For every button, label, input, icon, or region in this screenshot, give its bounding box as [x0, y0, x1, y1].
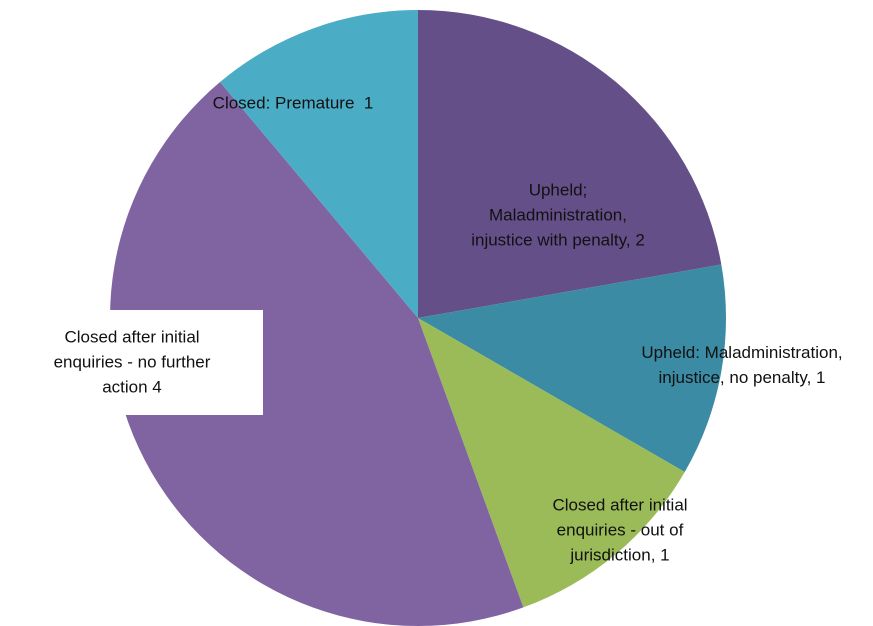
pie-slice: [418, 264, 726, 472]
pie-slice: [220, 10, 418, 318]
slice-label: Upheld: Maladministration, injustice, no…: [641, 343, 848, 387]
slice-label: Closed after initial enquiries - no furt…: [53, 327, 216, 397]
slice-label: Upheld; Maladministration, injustice wit…: [471, 180, 645, 250]
slice-label: Closed: Premature 1: [212, 93, 374, 113]
pie-slice: [418, 318, 685, 608]
pie-slice: [418, 10, 722, 318]
pie-slice: [110, 82, 524, 626]
label-background: [0, 310, 263, 415]
slice-label: Closed after initial enquiries - out of …: [552, 495, 693, 565]
